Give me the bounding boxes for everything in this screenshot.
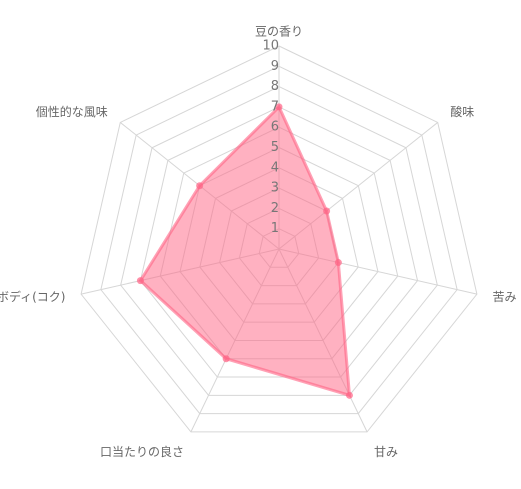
axis-label: 口当たりの良さ — [100, 444, 184, 459]
axis-label: 豆の香り — [255, 25, 303, 39]
data-point — [275, 103, 283, 111]
tick-label: 5 — [271, 140, 279, 155]
tick-label: 2 — [271, 201, 279, 216]
axis-label: 酸味 — [450, 104, 474, 119]
tick-label: 6 — [271, 120, 279, 135]
tick-label: 3 — [271, 181, 279, 196]
tick-label: 4 — [271, 160, 279, 175]
axis-label: 甘み — [374, 445, 398, 459]
axis-label: 苦み — [493, 290, 517, 304]
grid-ring — [120, 86, 438, 396]
data-area — [138, 104, 352, 398]
data-point — [196, 182, 204, 190]
data-point — [323, 207, 331, 215]
tick-label: 7 — [271, 99, 279, 114]
data-point — [334, 259, 342, 267]
data-point — [345, 391, 353, 399]
tick-label: 9 — [271, 59, 279, 74]
data-point — [136, 277, 144, 285]
tick-label: 8 — [271, 79, 279, 94]
tick-label: 1 — [271, 221, 279, 236]
grid-ring — [139, 106, 419, 378]
grid-ring — [100, 65, 458, 415]
tick-label: 10 — [262, 39, 279, 54]
data-point — [222, 355, 230, 363]
axis-label: 個性的な風味 — [36, 104, 108, 119]
grid-ring — [80, 45, 478, 433]
axis-label: ボディ(コク) — [0, 289, 65, 304]
